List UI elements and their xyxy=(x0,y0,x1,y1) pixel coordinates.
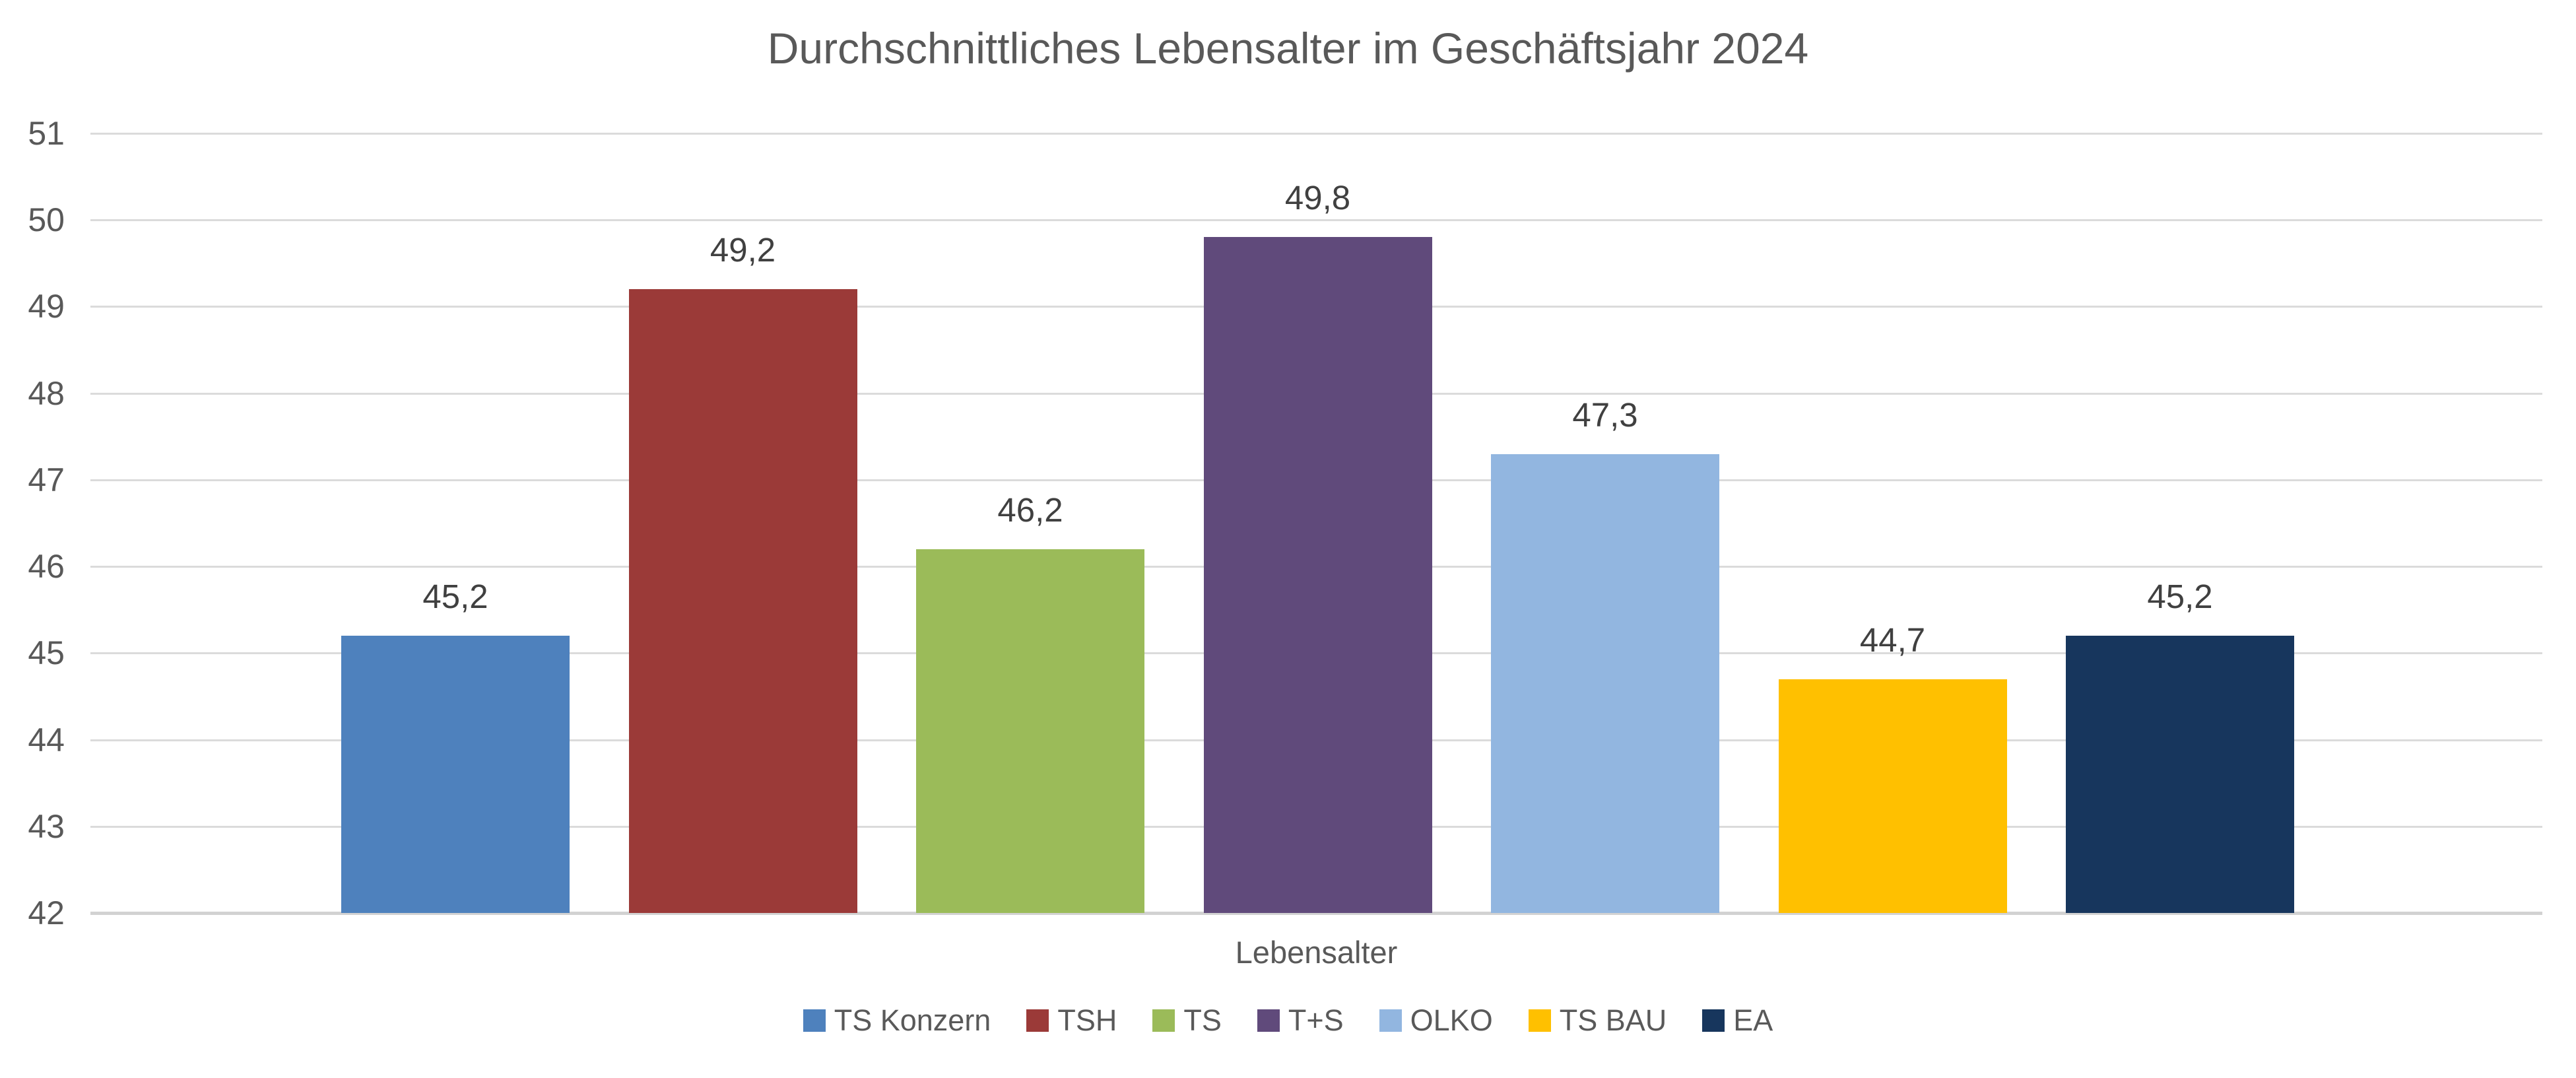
legend-item-olko[interactable]: OLKO xyxy=(1379,1003,1493,1038)
y-tick-label: 42 xyxy=(28,894,65,931)
legend-swatch-icon xyxy=(803,1009,826,1032)
chart-title: Durchschnittliches Lebensalter im Geschä… xyxy=(767,24,1809,73)
x-axis-line xyxy=(90,912,2542,915)
legend-item-t-s[interactable]: T+S xyxy=(1257,1003,1344,1038)
legend-label: OLKO xyxy=(1410,1003,1493,1037)
bar-ts-konzern[interactable] xyxy=(341,636,570,913)
legend-swatch-icon xyxy=(1257,1009,1280,1032)
legend: TS Konzern TSH TS T+S OLKO TS BAU EA xyxy=(0,1003,2576,1038)
bar-ea[interactable] xyxy=(2066,636,2294,913)
legend-label: EA xyxy=(1733,1003,1773,1037)
legend-swatch-icon xyxy=(1026,1009,1049,1032)
legend-swatch-icon xyxy=(1152,1009,1175,1032)
gridline xyxy=(90,219,2542,222)
bar-tsh[interactable] xyxy=(628,289,857,913)
legend-swatch-icon xyxy=(1528,1009,1551,1032)
legend-label: TS BAU xyxy=(1559,1003,1667,1037)
y-tick-label: 44 xyxy=(28,721,65,758)
legend-item-tsh[interactable]: TSH xyxy=(1026,1003,1117,1038)
legend-label: TSH xyxy=(1057,1003,1117,1037)
legend-item-ts[interactable]: TS xyxy=(1152,1003,1222,1038)
bar-olko[interactable] xyxy=(1491,454,1719,913)
bar-value-label-olko: 47,3 xyxy=(1572,395,1638,434)
y-tick-label: 48 xyxy=(28,374,65,412)
legend-label: TS Konzern xyxy=(834,1003,991,1037)
y-tick-label: 46 xyxy=(28,548,65,586)
legend-label: T+S xyxy=(1288,1003,1344,1037)
gridline xyxy=(90,133,2542,135)
bar-value-label-ea: 45,2 xyxy=(2147,578,2213,616)
bar-value-label-ts-bau: 44,7 xyxy=(1859,621,1926,659)
y-tick-label: 47 xyxy=(28,461,65,498)
bar-value-label-tsh: 49,2 xyxy=(710,231,776,269)
bar-ts[interactable] xyxy=(916,549,1144,913)
y-tick-label: 51 xyxy=(28,115,65,152)
y-tick-label: 49 xyxy=(28,288,65,325)
bar-value-label-t-s: 49,8 xyxy=(1284,179,1351,217)
bar-value-label-ts: 46,2 xyxy=(997,490,1063,529)
legend-swatch-icon xyxy=(1379,1009,1402,1032)
bar-ts-bau[interactable] xyxy=(1778,679,2007,913)
legend-label: TS xyxy=(1183,1003,1222,1037)
x-axis-title: Lebensalter xyxy=(1235,935,1398,970)
bar-t-s[interactable] xyxy=(1203,237,1432,913)
legend-item-ea[interactable]: EA xyxy=(1702,1003,1773,1038)
legend-item-ts-konzern[interactable]: TS Konzern xyxy=(803,1003,991,1038)
y-tick-label: 50 xyxy=(28,201,65,239)
legend-item-ts-bau[interactable]: TS BAU xyxy=(1528,1003,1667,1038)
y-axis: 42 43 44 45 46 47 48 49 50 51 xyxy=(0,115,65,931)
legend-swatch-icon xyxy=(1702,1009,1725,1032)
y-tick-label: 43 xyxy=(28,807,65,845)
bar-value-label-ts-konzern: 45,2 xyxy=(422,578,488,616)
plot-area: 45,2 49,2 46,2 49,8 47,3 44,7 45,2 xyxy=(90,133,2542,915)
y-tick-label: 45 xyxy=(28,634,65,672)
